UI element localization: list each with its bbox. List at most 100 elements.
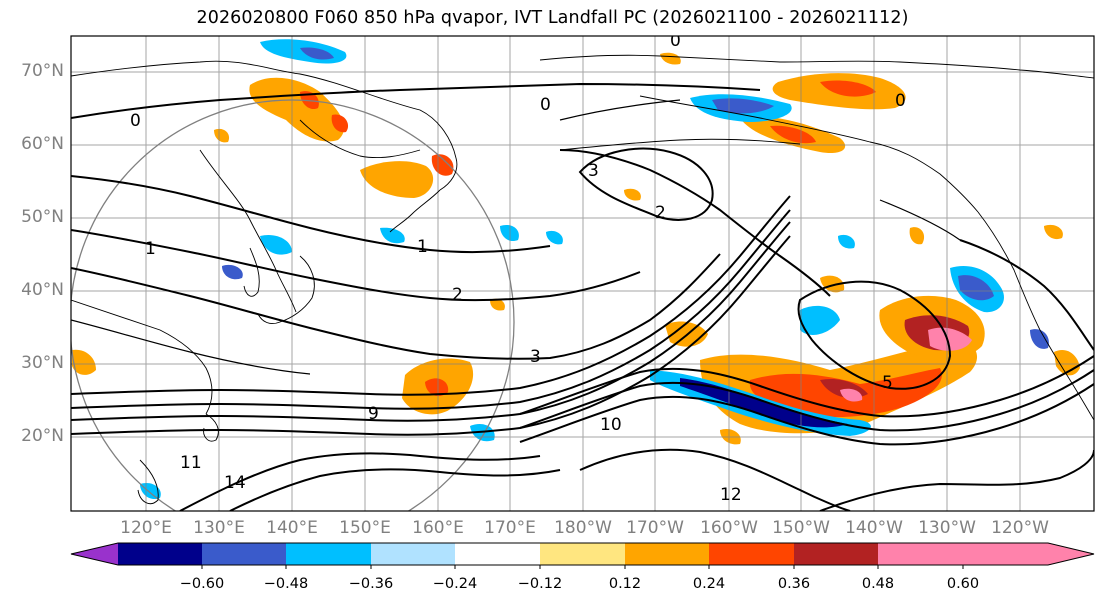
contour-2 xyxy=(71,229,641,302)
contour-2b xyxy=(559,149,831,297)
contour-jet-3 xyxy=(71,221,791,422)
contour-thin-2 xyxy=(559,99,681,121)
lon-label-160e: 160°E xyxy=(412,518,464,538)
range-ring xyxy=(71,99,515,511)
colorbar-tick-label: −0.48 xyxy=(263,576,309,592)
anomaly-blue-small-2 xyxy=(222,264,243,280)
coast-china xyxy=(71,299,213,415)
contour-label-12: 12 xyxy=(720,485,742,505)
lon-label-160w: 160°W xyxy=(700,518,758,538)
contour-label-11: 11 xyxy=(180,453,202,473)
colorbar-tick-label: −0.12 xyxy=(517,576,563,592)
contour-jet-5 xyxy=(519,355,1094,418)
contour-label-3-b: 3 xyxy=(530,347,541,367)
contour-low-mid xyxy=(579,448,851,511)
anomaly-red-kamchatka-2 xyxy=(331,114,349,133)
coast-alaska xyxy=(639,95,979,213)
colorbar-outline xyxy=(70,542,1095,566)
colorbar-segment xyxy=(963,543,1048,565)
contour-thin-3 xyxy=(879,199,961,241)
lat-label-50n: 50°N xyxy=(21,207,64,227)
anomaly-blue-okhotsk xyxy=(380,227,405,244)
colorbar-segment xyxy=(371,543,455,565)
anomaly-orange-kamchatka xyxy=(249,77,345,142)
colorbar-extend-low xyxy=(71,543,118,565)
coast-philippines xyxy=(137,459,159,504)
colorbar-tick-label: 0.12 xyxy=(608,576,642,592)
anomaly-orange-small-7 xyxy=(1044,224,1063,240)
coast-sea-of-okhotsk xyxy=(299,119,421,159)
lat-label-60n: 60°N xyxy=(21,134,64,154)
lon-label-140w: 140°W xyxy=(845,518,903,538)
coast-asia-east xyxy=(199,149,297,313)
contour-label-14: 14 xyxy=(224,473,246,493)
colorbar-tick-label: −0.36 xyxy=(348,576,394,592)
colorbar-tick-label: 0.24 xyxy=(692,576,726,592)
colorbar-segment xyxy=(286,543,371,565)
anomaly-orange-philippine xyxy=(72,349,96,375)
lon-label-140e: 140°E xyxy=(266,518,318,538)
anomaly-blue-nw-pacific xyxy=(800,305,840,335)
colorbar xyxy=(70,542,1095,569)
contour-jet-2 xyxy=(71,209,791,410)
contour-east-loop xyxy=(797,280,952,390)
anomaly-orange-small-5 xyxy=(490,298,505,311)
contour-1 xyxy=(71,175,551,254)
colorbar-segment xyxy=(709,543,794,565)
anomaly-red-okhotsk xyxy=(431,154,454,176)
colorbar-tick-label: 0.36 xyxy=(777,576,811,592)
contour-jet-6 xyxy=(519,369,1094,432)
coast-arctic xyxy=(539,54,1094,79)
coast-asia-north xyxy=(71,60,458,191)
anomaly-darkblue-bering xyxy=(712,98,774,114)
lon-label-170w: 170°W xyxy=(626,518,684,538)
contour-labels: 0 0 0 0 1 1 2 2 3 3 5 9 10 11 12 14 xyxy=(130,36,906,505)
contour-label-9: 9 xyxy=(368,404,379,424)
anomaly-red-west-pacific xyxy=(425,378,449,397)
contour-10-south xyxy=(819,449,1094,511)
lon-label-170e: 170°E xyxy=(484,518,536,538)
anomaly-darkblue-east-pacific xyxy=(958,275,994,301)
lat-label-30n: 30°N xyxy=(21,353,64,373)
thin-contours xyxy=(71,99,961,375)
colorbar-tick-marks xyxy=(201,565,964,569)
anomaly-blue-japan xyxy=(260,234,292,255)
contour-label-2-a: 2 xyxy=(452,285,463,305)
anomaly-blue-small-6 xyxy=(838,234,855,249)
map-title: 2026020800 F060 850 hPa qvapor, IVT Land… xyxy=(196,8,909,28)
contour-label-0-d: 0 xyxy=(895,91,906,111)
lon-label-130w: 130°W xyxy=(918,518,976,538)
colorbar-segment xyxy=(794,543,878,565)
lon-label-180w: 180°W xyxy=(554,518,612,538)
colorbar-tick-label: 0.48 xyxy=(861,576,895,592)
contour-label-5: 5 xyxy=(882,373,893,393)
coast-japan xyxy=(257,255,315,325)
colorbar-segment xyxy=(455,543,540,565)
colorbar-segment xyxy=(202,543,286,565)
coast-aleutians xyxy=(559,138,801,151)
anomaly-orange-small-1 xyxy=(660,52,681,65)
anomaly-red-bering xyxy=(820,80,876,97)
colorbar-extend-high xyxy=(1048,543,1094,565)
anomaly-orange-small-2 xyxy=(624,188,641,201)
colorbar-tick-label: 0.60 xyxy=(946,576,980,592)
lon-label-120e: 120°E xyxy=(120,518,172,538)
lat-label-40n: 40°N xyxy=(21,280,64,300)
colorbar-segment xyxy=(540,543,625,565)
contour-jet-8 xyxy=(179,452,541,511)
anomaly-blue-small-1 xyxy=(500,224,519,242)
map-layers: 0 0 0 0 1 1 2 2 3 3 5 9 10 11 12 14 xyxy=(71,36,1094,511)
contour-3-ring xyxy=(578,147,714,221)
contour-label-0-c: 0 xyxy=(540,95,551,115)
anomaly-darkblue-siberia xyxy=(300,47,334,60)
contour-jet-7 xyxy=(519,383,1094,446)
lon-label-120w: 120°W xyxy=(991,518,1049,538)
contour-jet-9 xyxy=(229,468,561,511)
lon-label-130e: 130°E xyxy=(193,518,245,538)
anomaly-pink-east-pacific xyxy=(928,327,972,351)
contour-thin-1 xyxy=(71,319,311,375)
contour-label-1-a: 1 xyxy=(417,237,428,257)
anomaly-red-alaska xyxy=(770,125,816,144)
warm-anomaly-shading xyxy=(72,52,1080,445)
